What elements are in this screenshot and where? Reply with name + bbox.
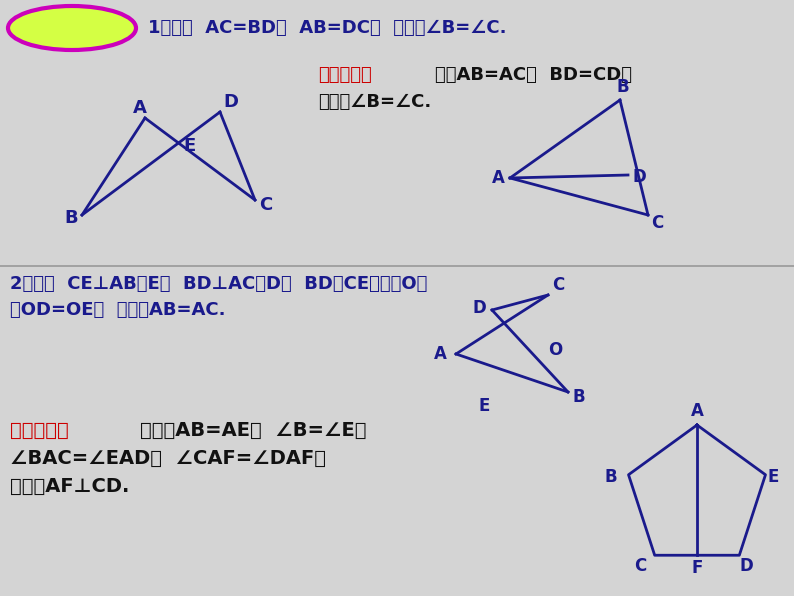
Text: D: D <box>472 299 486 317</box>
Text: 1、如图  AC=BD，  AB=DC，  求证：∠B=∠C.: 1、如图 AC=BD， AB=DC， 求证：∠B=∠C. <box>148 19 507 37</box>
Text: E: E <box>478 397 489 415</box>
Text: A: A <box>434 345 447 363</box>
Text: 2、如图  CE⊥AB于E，  BD⊥AC于D，  BD、CE交于点O，: 2、如图 CE⊥AB于E， BD⊥AC于D， BD、CE交于点O， <box>10 275 427 293</box>
Text: 如图AB=AC，  BD=CD，: 如图AB=AC， BD=CD， <box>435 66 632 84</box>
Text: 求证：∠B=∠C.: 求证：∠B=∠C. <box>318 93 431 111</box>
Text: D: D <box>633 168 647 186</box>
Text: A: A <box>492 169 505 187</box>
Text: C: C <box>651 214 663 232</box>
Text: D: D <box>223 93 238 111</box>
Text: C: C <box>552 276 565 294</box>
Text: 求证：AF⊥CD.: 求证：AF⊥CD. <box>10 476 129 495</box>
Text: 变式练习：: 变式练习： <box>318 66 372 84</box>
Text: C: C <box>634 557 647 575</box>
Text: B: B <box>616 78 629 96</box>
Text: F: F <box>692 559 703 578</box>
Text: A: A <box>133 99 147 117</box>
Text: B: B <box>573 388 586 406</box>
Ellipse shape <box>8 6 136 50</box>
Text: C: C <box>259 196 272 214</box>
Text: E: E <box>768 468 779 486</box>
Text: O: O <box>548 341 562 359</box>
Text: ∠BAC=∠EAD，  ∠CAF=∠DAF，: ∠BAC=∠EAD， ∠CAF=∠DAF， <box>10 449 326 467</box>
Text: 且OD=OE，  求证：AB=AC.: 且OD=OE， 求证：AB=AC. <box>10 301 225 319</box>
Text: 讲练结合: 讲练结合 <box>51 19 94 37</box>
Text: B: B <box>64 209 78 227</box>
Text: 变式练习：: 变式练习： <box>10 421 69 439</box>
Text: A: A <box>691 402 703 420</box>
Text: B: B <box>604 468 617 486</box>
Text: E: E <box>183 137 196 155</box>
Text: D: D <box>739 557 754 575</box>
Text: 如图，AB=AE，  ∠B=∠E，: 如图，AB=AE， ∠B=∠E， <box>140 421 367 439</box>
